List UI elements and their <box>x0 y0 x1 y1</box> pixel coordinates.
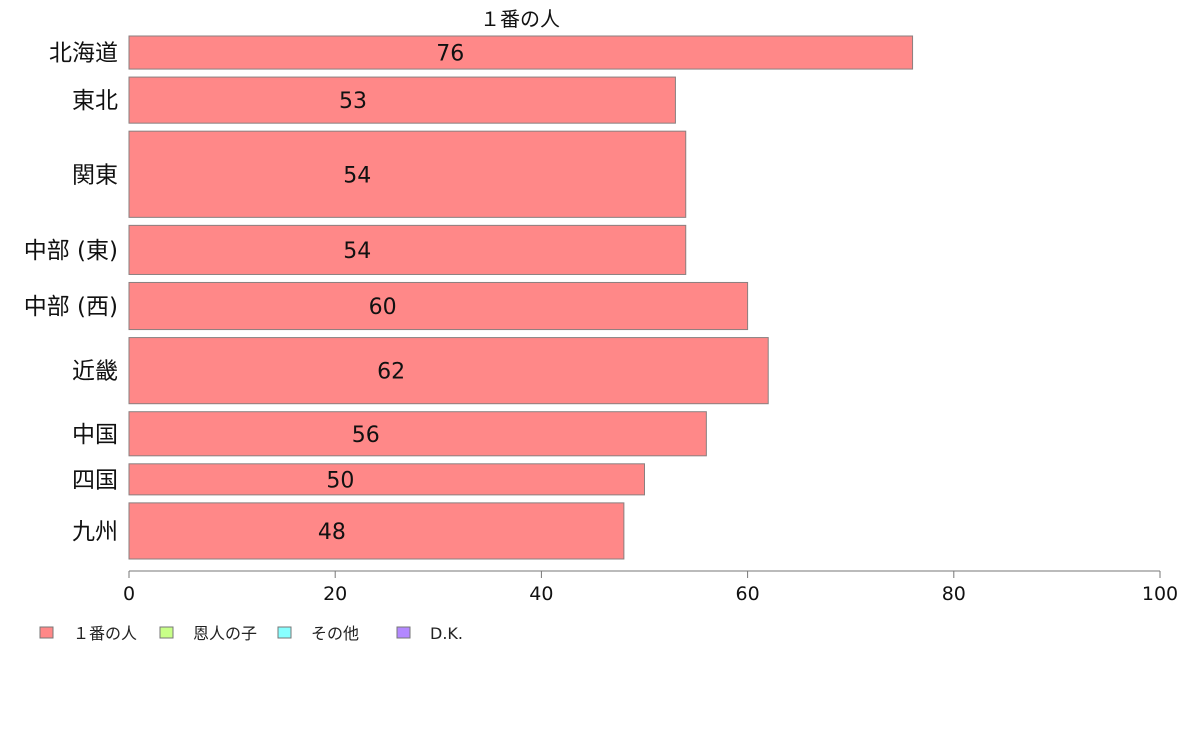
category-label: 中部 (東) <box>24 238 118 264</box>
legend-swatch <box>277 626 292 639</box>
category-label: 関東 <box>72 162 118 188</box>
legend-label: D.K. <box>430 624 463 643</box>
x-tick-label: 20 <box>323 583 347 605</box>
bar-value-label: 48 <box>318 520 346 545</box>
category-label: 近畿 <box>72 359 118 385</box>
x-tick-label: 0 <box>123 583 135 605</box>
category-label: 中国 <box>72 422 118 448</box>
bar-value-label: 56 <box>352 423 380 448</box>
legend-swatch <box>396 626 411 639</box>
x-axis: 0 20 40 60 80 100 <box>123 570 1178 605</box>
x-tick-label: 100 <box>1142 583 1178 605</box>
category-label: 四国 <box>72 467 118 493</box>
bar-value-label: 54 <box>343 163 371 188</box>
legend-swatch <box>159 626 174 639</box>
bar-value-label: 50 <box>326 468 354 493</box>
bar-value-label: 54 <box>343 239 371 264</box>
legend-label: 恩人の子 <box>193 624 257 643</box>
bar <box>128 281 749 331</box>
bar <box>128 76 676 124</box>
bar <box>128 224 687 275</box>
x-tick-label: 60 <box>736 583 760 605</box>
bar-value-label: 62 <box>377 360 405 385</box>
bar <box>128 35 914 70</box>
bar <box>128 337 769 405</box>
bar <box>128 502 625 560</box>
category-label: 中部 (西) <box>24 294 118 320</box>
category-label: 九州 <box>72 519 118 545</box>
bar <box>128 130 687 218</box>
x-tick-label: 80 <box>942 583 966 605</box>
bars-group: 76 53 54 54 60 62 56 50 48 <box>128 35 914 560</box>
legend-label: １番の人 <box>73 624 137 643</box>
category-label: 東北 <box>72 88 118 114</box>
bar <box>128 411 707 457</box>
legend-label: その他 <box>311 624 359 643</box>
bar-value-label: 60 <box>369 295 397 320</box>
legend-swatch <box>39 626 54 639</box>
legend: １番の人 恩人の子 その他 D.K. <box>39 624 463 643</box>
bar-value-label: 76 <box>436 42 464 67</box>
bar-value-label: 53 <box>339 89 367 114</box>
bar <box>128 463 645 496</box>
chart-title: １番の人 <box>480 7 560 31</box>
category-label: 北海道 <box>49 41 118 67</box>
x-tick-label: 40 <box>529 583 553 605</box>
